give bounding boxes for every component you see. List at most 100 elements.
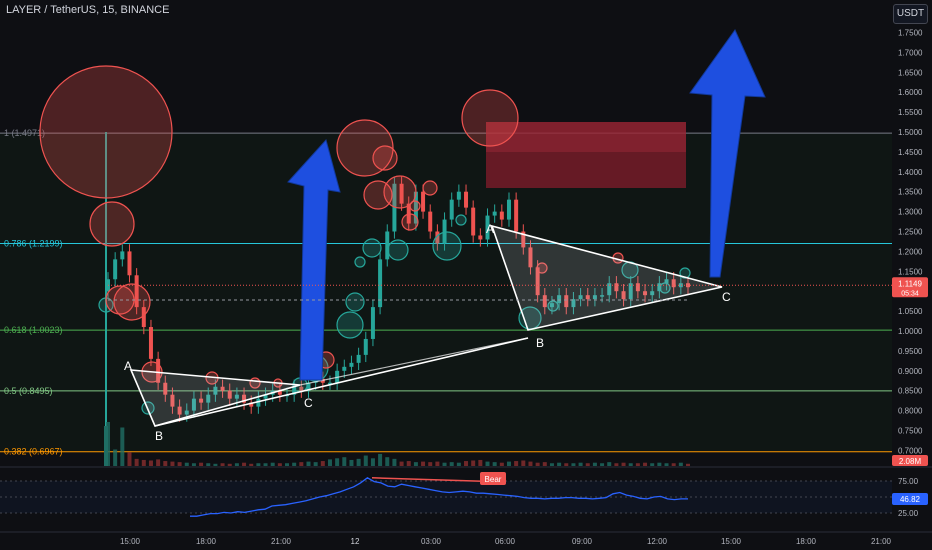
candle-body-24 xyxy=(277,390,282,395)
bubble-14 xyxy=(345,292,365,312)
bubble-20 xyxy=(401,213,419,231)
candle-body-3 xyxy=(127,251,132,276)
volume-bar-81 xyxy=(686,463,690,466)
price-tick-21: 0.7000 xyxy=(898,446,923,455)
candle-body-57 xyxy=(514,199,519,232)
candle-body-67 xyxy=(585,295,590,300)
price-tick-11: 1.2000 xyxy=(898,247,923,256)
volume-bar-57 xyxy=(514,461,519,466)
volume-bar-4 xyxy=(134,458,139,466)
volume-bar-16 xyxy=(220,463,225,466)
candle-body-49 xyxy=(456,191,461,200)
candle-body-71 xyxy=(614,283,619,292)
fib-band xyxy=(0,133,892,452)
volume-bar-31 xyxy=(327,459,332,466)
candle-body-58 xyxy=(521,231,526,248)
bubble-33 xyxy=(362,238,382,258)
volume-bar-62 xyxy=(549,463,554,466)
volume-bar-29 xyxy=(313,462,318,466)
volume-bar-70 xyxy=(607,462,612,466)
volume-bar-9 xyxy=(170,461,175,466)
volume-bar-48 xyxy=(449,462,454,466)
time-tick-4: 03:00 xyxy=(421,537,442,546)
rsi-divergence-line xyxy=(371,477,496,483)
pattern-label-0: A xyxy=(124,359,132,373)
volume-bar-78 xyxy=(664,463,669,466)
candle-body-19 xyxy=(242,394,247,403)
volume-bar-55 xyxy=(499,462,504,466)
volume-bar-39 xyxy=(385,457,390,466)
bubble-32 xyxy=(354,256,366,268)
volume-bar-19 xyxy=(242,462,247,466)
candle-body-5 xyxy=(141,307,146,328)
price-tick-1: 1.7000 xyxy=(898,48,923,57)
volume-bar-59 xyxy=(528,461,533,466)
volume-bar-52 xyxy=(478,459,483,466)
candle-body-11 xyxy=(184,410,189,415)
candle-body-46 xyxy=(435,231,440,244)
volume-bar-2 xyxy=(120,427,125,466)
bubble-22 xyxy=(432,231,462,261)
candle-body-22 xyxy=(263,394,268,399)
bubble-15 xyxy=(336,119,394,177)
candle-body-47 xyxy=(442,219,447,244)
volume-bar-50 xyxy=(464,461,469,466)
candle-body-10 xyxy=(177,406,182,415)
volume-bar-28 xyxy=(306,461,311,466)
fib-label-4: 0.382 (0.6967) xyxy=(4,447,63,457)
volume-bar-49 xyxy=(456,462,461,466)
volume-bar-71 xyxy=(614,463,619,466)
candle-body-50 xyxy=(464,191,469,208)
candle-body-33 xyxy=(342,366,347,371)
volume-bar-20 xyxy=(249,463,254,466)
volume-bar-14 xyxy=(206,463,211,466)
candle-body-64 xyxy=(564,295,569,308)
price-tick-19: 0.8000 xyxy=(898,407,923,416)
candle-body-14 xyxy=(206,394,211,403)
volume-bar-43 xyxy=(413,462,418,466)
bubble-1 xyxy=(89,201,135,247)
last-price-countdown: 05:34 xyxy=(901,290,919,297)
volume-bar-23 xyxy=(270,462,275,466)
volume-bar-25 xyxy=(285,463,290,466)
volume-bar-6 xyxy=(148,460,153,466)
volume-bar-66 xyxy=(578,462,583,466)
supply-zone xyxy=(486,122,686,188)
candle-body-70 xyxy=(607,283,612,296)
price-tick-10: 1.2500 xyxy=(898,228,923,237)
candle-body-56 xyxy=(506,199,511,220)
bubble-13 xyxy=(336,311,364,339)
bubble-0 xyxy=(39,65,173,199)
candle-body-61 xyxy=(542,295,547,308)
volume-bar-32 xyxy=(335,458,340,466)
candle-body-44 xyxy=(421,191,426,212)
volume-bar-45 xyxy=(428,462,433,466)
candle-body-17 xyxy=(227,390,232,399)
rsi-current-value: 46.82 xyxy=(900,495,921,504)
volume-bar-68 xyxy=(592,462,597,466)
price-tick-6: 1.4500 xyxy=(898,148,923,157)
volume-bar-58 xyxy=(521,460,526,466)
candle-body-74 xyxy=(635,283,640,292)
time-tick-5: 06:00 xyxy=(495,537,516,546)
supply-zone-upper xyxy=(486,122,686,152)
candle-body-79 xyxy=(671,279,676,288)
candle-body-27 xyxy=(299,386,304,391)
candle-body-41 xyxy=(399,183,404,204)
volume-label: 2.08M xyxy=(899,457,922,466)
candle-body-75 xyxy=(643,291,648,296)
volume-bar-69 xyxy=(600,463,605,466)
candle-body-18 xyxy=(234,394,239,399)
candle-body-54 xyxy=(492,211,497,216)
volume-badge xyxy=(892,455,928,466)
volume-bar-76 xyxy=(650,463,655,466)
candle-body-60 xyxy=(535,267,540,296)
time-tick-1: 18:00 xyxy=(196,537,217,546)
pattern-label-5: C xyxy=(722,290,731,304)
volume-bar-46 xyxy=(435,461,440,466)
currency-button[interactable]: USDT xyxy=(893,4,928,24)
candle-body-68 xyxy=(592,295,597,300)
volume-bar-40 xyxy=(392,458,397,466)
volume-bar-36 xyxy=(363,455,368,466)
